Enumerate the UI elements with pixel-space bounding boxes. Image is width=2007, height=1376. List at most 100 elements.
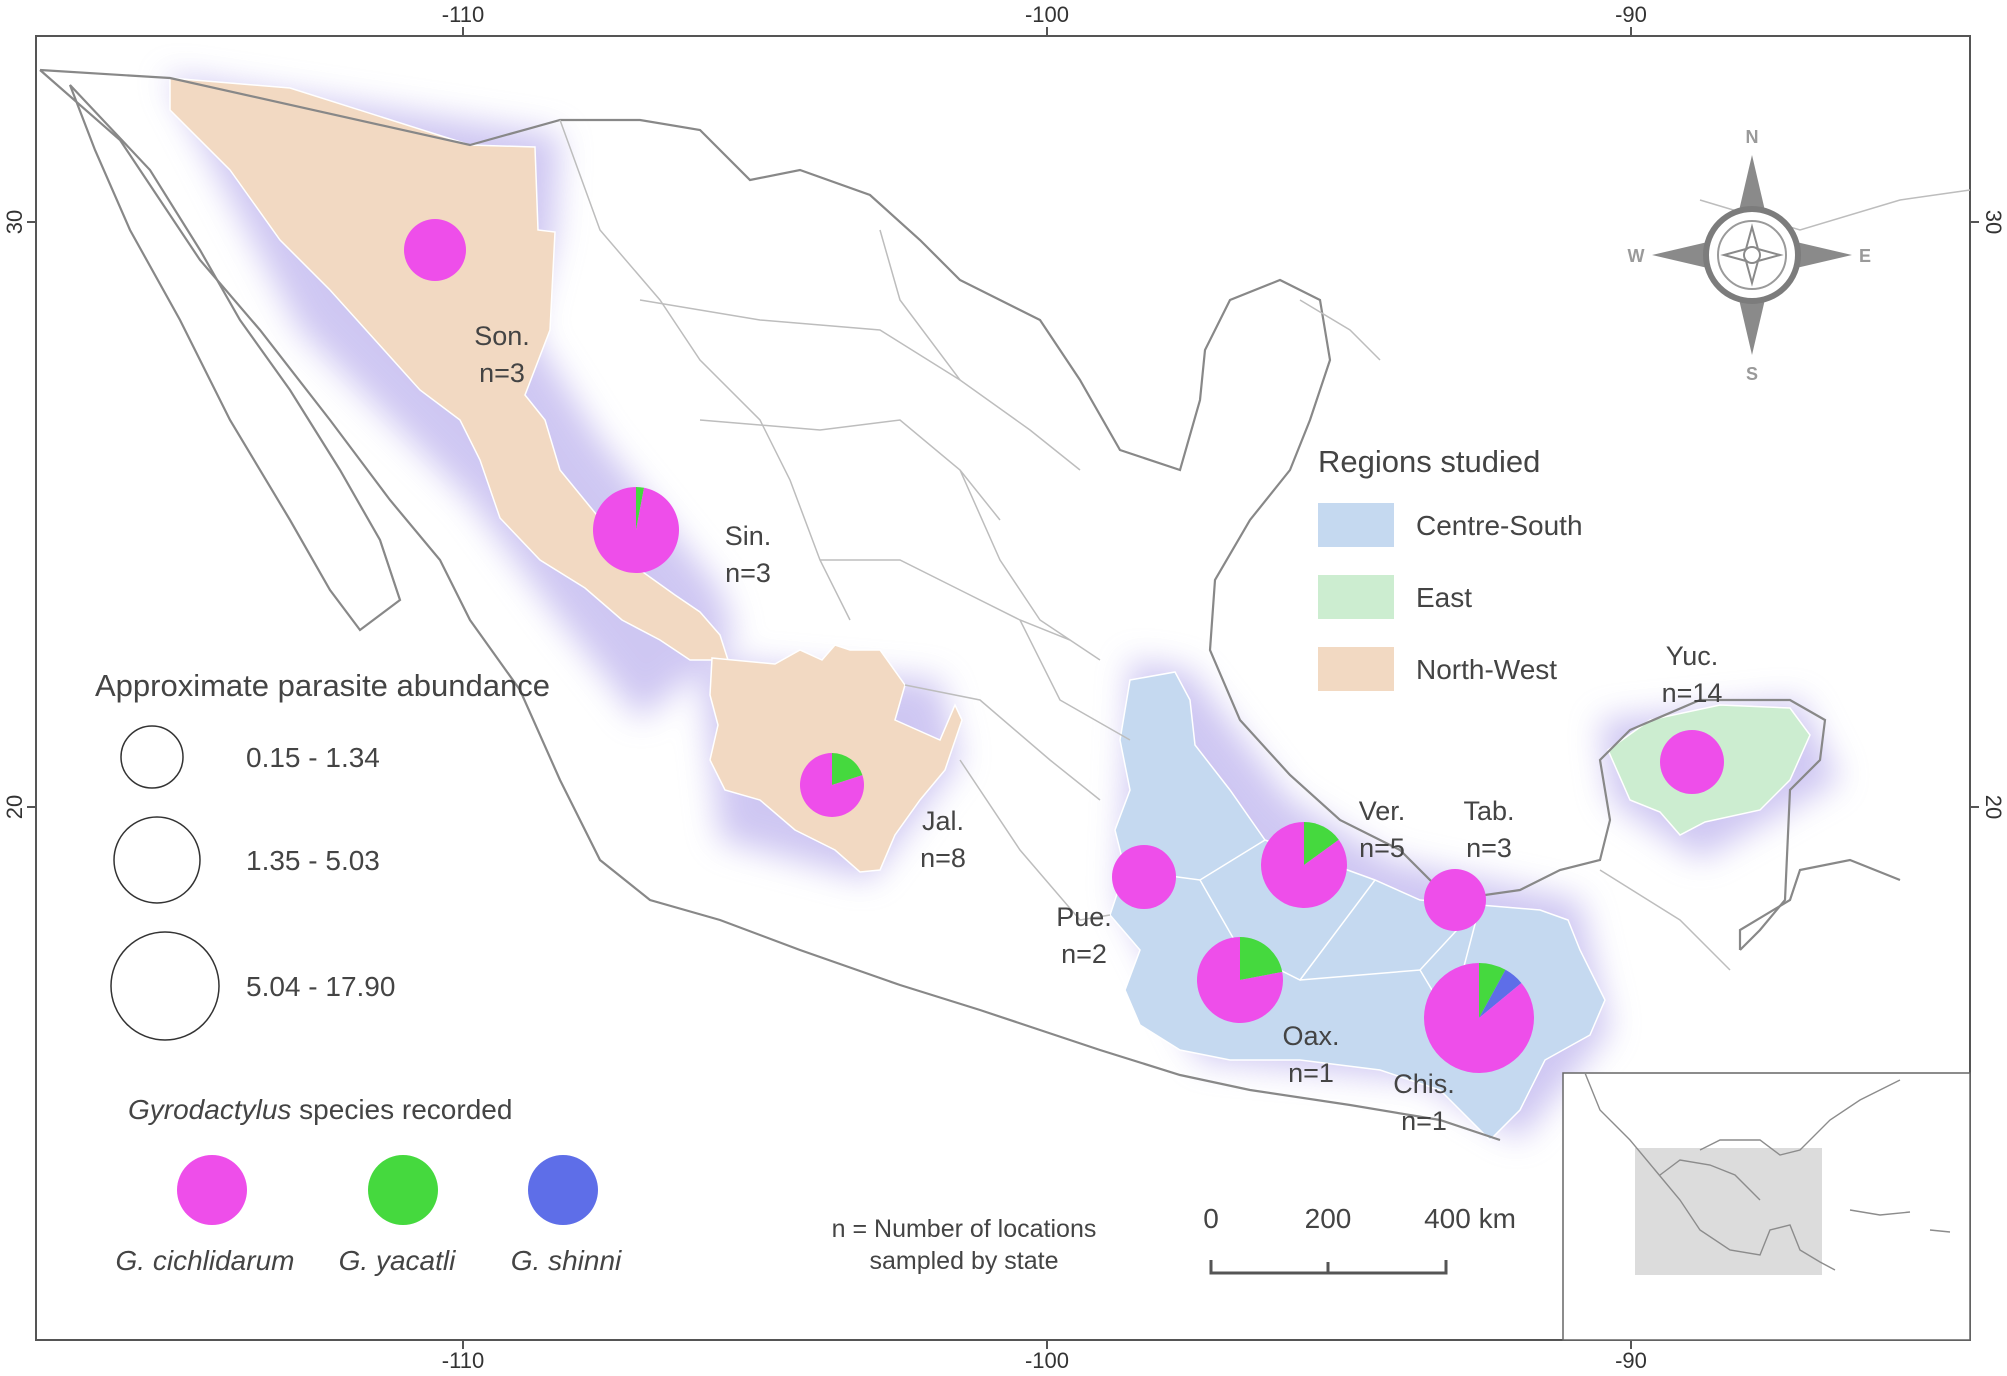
pie-sin	[593, 487, 679, 574]
pie-tab	[1424, 869, 1486, 931]
state-name: Tab.	[1463, 796, 1514, 826]
scale-bar-line	[1209, 1260, 1448, 1275]
compass-north-arrow	[1738, 155, 1766, 215]
state-count: n=3	[479, 358, 525, 388]
species-legend-rest: species recorded	[291, 1094, 512, 1125]
regions-legend-title: Regions studied	[1318, 444, 1540, 479]
state-count: n=1	[1401, 1106, 1447, 1136]
state-count: n=5	[1359, 833, 1405, 863]
country-outlines	[39, 68, 1901, 1142]
compass-east-arrow	[1792, 241, 1852, 269]
species-swatch-shinni	[528, 1155, 598, 1225]
compass-s: S	[1746, 364, 1758, 384]
top-tick-label: -100	[1025, 2, 1069, 27]
abundance-circle-large	[110, 931, 220, 1041]
compass-west-arrow	[1652, 241, 1712, 269]
state-count: n=3	[1466, 833, 1512, 863]
compass-w: W	[1628, 246, 1645, 266]
abundance-class-label: 1.35 - 5.03	[246, 845, 380, 876]
scale-label-400: 400 km	[1424, 1203, 1516, 1234]
legend-swatch-north-west	[1318, 647, 1394, 691]
legend-label-north-west: North-West	[1416, 654, 1557, 685]
bottom-tick-label: -110	[442, 1348, 484, 1373]
state-count: n=2	[1061, 939, 1107, 969]
pie-slice	[1479, 963, 1506, 1018]
species-swatch-yacatli	[368, 1155, 438, 1225]
state-name: Oax.	[1282, 1021, 1339, 1051]
inset-coastline	[1584, 1072, 1951, 1271]
pie-ver	[1260, 822, 1347, 909]
top-tick-label: -110	[442, 2, 484, 27]
compass-inner	[1717, 220, 1787, 290]
axis-ticks	[27, 27, 1979, 1349]
species-label: G. cichlidarum	[116, 1245, 295, 1276]
pie-slice	[800, 753, 865, 817]
state-name: Pue.	[1056, 902, 1112, 932]
pie-slice	[1424, 963, 1534, 1073]
compass-center	[1743, 246, 1761, 264]
abundance-legend-title: Approximate parasite abundance	[95, 668, 550, 703]
state-count: n=14	[1662, 678, 1723, 708]
inset-extent-box	[1635, 1148, 1822, 1275]
scale-label-200: 200	[1305, 1203, 1352, 1234]
left-tick-label: 20	[2, 795, 27, 819]
pie-slice	[832, 752, 863, 785]
state-outlines	[559, 119, 1971, 971]
pie-slice	[1240, 937, 1283, 980]
pie-slice	[1479, 969, 1522, 1018]
species-legend-title: Gyrodactylus species recorded	[128, 1094, 512, 1125]
abundance-class-label: 0.15 - 1.34	[246, 742, 380, 773]
state-count: n=8	[920, 843, 966, 873]
pie-slice	[1304, 822, 1339, 865]
regions-legend: Regions studied Centre-South East North-…	[1318, 444, 1583, 691]
pie-chis	[1424, 963, 1534, 1073]
state-name: Chis.	[1393, 1069, 1455, 1099]
pie-slice	[1112, 845, 1176, 909]
species-label: G. yacatli	[339, 1245, 456, 1276]
compass-emblem-icon	[1720, 223, 1784, 287]
compass-e: E	[1859, 246, 1871, 266]
pie-jal	[800, 752, 865, 817]
right-tick-label: 20	[1981, 795, 2006, 819]
pie-pue	[1112, 845, 1176, 909]
species-legend: Gyrodactylus species recorded G. cichlid…	[116, 1094, 622, 1276]
bottom-tick-label: -90	[1615, 1348, 1647, 1373]
state-name: Ver.	[1359, 796, 1406, 826]
state-name: Son.	[474, 321, 530, 351]
state-name: Jal.	[922, 806, 964, 836]
pie-slice	[1260, 822, 1347, 909]
legend-swatch-east	[1318, 575, 1394, 619]
note-line-2: sampled by state	[870, 1247, 1059, 1275]
pie-slice	[1660, 730, 1724, 794]
pie-yuc	[1660, 730, 1724, 794]
scale-label-0: 0	[1203, 1203, 1219, 1234]
pie-slice	[593, 487, 679, 574]
species-swatch-cichlidarum	[177, 1155, 247, 1225]
state-count: n=3	[725, 558, 771, 588]
compass-rose: N S E W	[1628, 127, 1872, 384]
species-legend-genus: Gyrodactylus	[128, 1094, 291, 1125]
compass-south-arrow	[1738, 295, 1766, 355]
state-labels: Son. n=3 Sin. n=3 Jal. n=8 Pue. n=2 Ver.…	[474, 321, 1722, 1136]
abundance-circle-medium	[113, 816, 201, 904]
pie-slice	[1197, 936, 1283, 1023]
note-line-1: n = Number of locations	[832, 1215, 1097, 1243]
inset-map	[1562, 1072, 1971, 1341]
legend-swatch-centre-south	[1318, 503, 1394, 547]
abundance-class-label: 5.04 - 17.90	[246, 971, 395, 1002]
pie-slice	[636, 487, 645, 530]
abundance-legend: Approximate parasite abundance 0.15 - 1.…	[95, 668, 550, 1041]
sampling-note: n = Number of locations sampled by state	[832, 1215, 1097, 1275]
right-tick-label: 30	[1981, 210, 2006, 234]
species-label: G. shinni	[511, 1245, 622, 1276]
state-name: Sin.	[725, 521, 772, 551]
top-tick-label: -90	[1615, 2, 1647, 27]
legend-label-centre-south: Centre-South	[1416, 510, 1583, 541]
compass-n: N	[1746, 127, 1759, 147]
state-name: Yuc.	[1666, 641, 1719, 671]
state-pie-charts	[404, 219, 1724, 1073]
scale-bar: 0 200 400 km	[1203, 1203, 1516, 1275]
pie-slice	[1424, 869, 1486, 931]
pie-son	[404, 219, 466, 281]
